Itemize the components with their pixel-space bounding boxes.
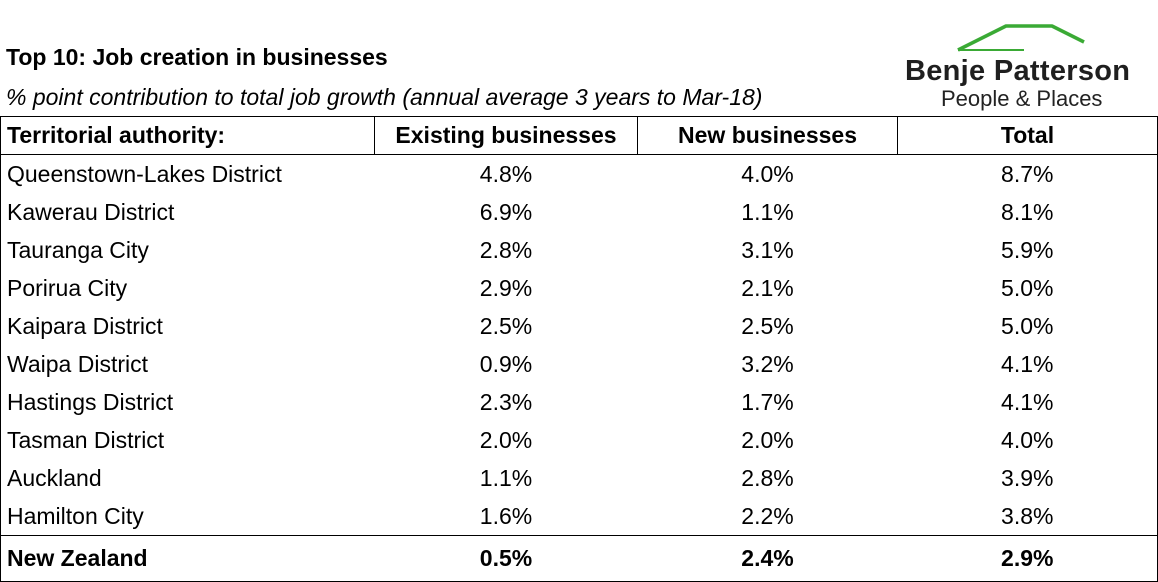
table-row: Kawerau District 6.9% 1.1% 8.1% <box>0 193 1158 231</box>
column-header-existing-businesses: Existing businesses <box>374 116 638 155</box>
cell-total: 2.9% <box>897 535 1158 582</box>
table-row: Tasman District 2.0% 2.0% 4.0% <box>0 421 1158 459</box>
cell-new: 3.2% <box>741 350 794 377</box>
cell-new: 1.7% <box>741 388 794 415</box>
table-row: Auckland 1.1% 2.8% 3.9% <box>0 459 1158 497</box>
cell-existing: 2.9% <box>479 274 533 301</box>
cell-new: 2.0% <box>741 426 794 453</box>
cell-total: 5.0% <box>897 307 1158 345</box>
cell-authority: New Zealand <box>0 535 375 582</box>
cell-new: 2.1% <box>741 274 794 301</box>
cell-existing: 0.9% <box>479 350 533 377</box>
table-title: Top 10: Job creation in businesses <box>6 44 388 70</box>
cell-authority: Queenstown-Lakes District <box>0 154 375 193</box>
cell-total: 4.0% <box>897 421 1158 459</box>
cell-total: 3.8% <box>897 497 1158 536</box>
cell-total: 8.1% <box>897 193 1158 231</box>
cell-new: 2.4% <box>637 535 898 582</box>
cell-authority: Auckland <box>0 459 375 497</box>
column-header-new-businesses: New businesses <box>637 116 898 155</box>
cell-total: 5.9% <box>897 231 1158 269</box>
cell-authority: Kawerau District <box>0 193 375 231</box>
cell-new: 2.8% <box>741 464 794 491</box>
table-body: Queenstown-Lakes District 4.8% 4.0% 8.7% Kaw… <box>0 154 1158 582</box>
logo-name: Benje Patterson <box>905 55 1131 87</box>
cell-new: 1.1% <box>741 198 794 225</box>
cell-existing: 2.0% <box>479 426 533 453</box>
table-row: Tauranga City 2.8% 3.1% 5.9% <box>0 231 1158 269</box>
table-row: Porirua City 2.9% 2.1% 5.0% <box>0 269 1158 307</box>
table-row: Hamilton City 1.6% 2.2% 3.8% <box>0 497 1158 536</box>
brand-logo: Benje Patterson People & Places <box>900 18 1158 112</box>
cell-new: 4.0% <box>741 160 794 187</box>
cell-existing: 1.6% <box>479 502 533 529</box>
cell-authority: Tasman District <box>0 421 375 459</box>
cell-new: 3.1% <box>741 236 794 263</box>
cell-total: 3.9% <box>897 459 1158 497</box>
summary-row: New Zealand 0.5% 2.4% 2.9% <box>0 535 1158 582</box>
column-header-total: Total <box>897 116 1158 155</box>
cell-new: 2.2% <box>741 502 794 529</box>
table-subtitle: % point contribution to total job growth… <box>6 84 763 110</box>
cell-total: 8.7% <box>897 154 1158 193</box>
header-row: Territorial authority: Existing business… <box>0 116 1158 155</box>
roof-icon <box>957 24 1085 52</box>
cell-existing: 2.5% <box>479 312 533 339</box>
cell-existing: 4.8% <box>479 160 533 187</box>
cell-existing: 0.5% <box>374 535 638 582</box>
logo-tagline: People & Places <box>941 86 1103 111</box>
cell-new: 2.5% <box>741 312 794 339</box>
cell-existing: 1.1% <box>479 464 533 491</box>
job-creation-table: Territorial authority: Existing business… <box>0 116 1158 582</box>
table-row: Kaipara District 2.5% 2.5% 5.0% <box>0 307 1158 345</box>
cell-total: 4.1% <box>897 383 1158 421</box>
cell-existing: 6.9% <box>479 198 533 225</box>
cell-authority: Tauranga City <box>0 231 375 269</box>
cell-authority: Porirua City <box>0 269 375 307</box>
cell-authority: Kaipara District <box>0 307 375 345</box>
table-row: Queenstown-Lakes District 4.8% 4.0% 8.7% <box>0 154 1158 193</box>
cell-existing: 2.8% <box>479 236 533 263</box>
cell-existing: 2.3% <box>479 388 533 415</box>
table-row: Waipa District 0.9% 3.2% 4.1% <box>0 345 1158 383</box>
cell-authority: Waipa District <box>0 345 375 383</box>
cell-authority: Hastings District <box>0 383 375 421</box>
column-header-territorial-authority: Territorial authority: <box>0 116 375 155</box>
table-row: Hastings District 2.3% 1.7% 4.1% <box>0 383 1158 421</box>
cell-total: 4.1% <box>897 345 1158 383</box>
cell-total: 5.0% <box>897 269 1158 307</box>
cell-authority: Hamilton City <box>0 497 375 536</box>
